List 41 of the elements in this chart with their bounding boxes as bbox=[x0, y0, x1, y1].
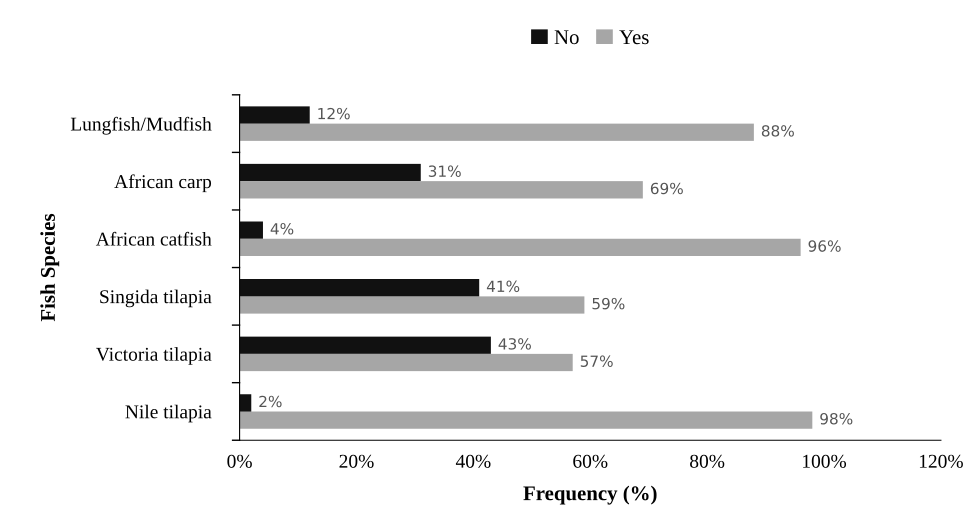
data-label: 98% bbox=[820, 412, 852, 425]
data-label: 41% bbox=[486, 280, 520, 292]
x-tick-label: 60% bbox=[573, 454, 608, 468]
x-tick-label: 40% bbox=[456, 454, 491, 468]
data-label: 2% bbox=[259, 396, 282, 408]
data-label: 88% bbox=[762, 125, 794, 137]
x-tick-label: 80% bbox=[690, 454, 724, 468]
y-tick-label: Singida tilapia bbox=[100, 290, 212, 308]
x-tick-label: 100% bbox=[803, 454, 846, 468]
bar bbox=[240, 164, 421, 182]
x-tick-label: 20% bbox=[340, 454, 374, 468]
y-axis-title: Fish Species bbox=[40, 214, 60, 322]
bar bbox=[240, 238, 801, 256]
legend-label: No bbox=[554, 30, 579, 44]
y-tick-label: Nile tilapia bbox=[125, 404, 212, 422]
legend-label: Yes bbox=[619, 30, 649, 44]
bar bbox=[240, 296, 584, 314]
data-label: 59% bbox=[592, 298, 624, 310]
bar bbox=[240, 124, 754, 141]
data-label: 43% bbox=[498, 338, 531, 350]
x-tick-label: 0% bbox=[227, 454, 252, 468]
data-label: 4% bbox=[270, 222, 294, 235]
x-axis-title: Frequency (%) bbox=[523, 486, 657, 505]
bar bbox=[240, 354, 573, 372]
bar bbox=[240, 181, 643, 198]
bar bbox=[240, 106, 310, 124]
data-label: 31% bbox=[428, 165, 461, 177]
y-tick-label: Lungfish/Mudfish bbox=[70, 116, 212, 135]
y-tick-label: Victoria tilapia bbox=[96, 347, 212, 365]
bar bbox=[240, 336, 491, 354]
y-tick-label: African carp bbox=[114, 174, 212, 192]
data-label: 57% bbox=[580, 355, 613, 367]
bar bbox=[240, 394, 252, 412]
bar bbox=[240, 279, 480, 296]
bar bbox=[240, 411, 812, 429]
data-label: 69% bbox=[650, 182, 683, 194]
data-label: 96% bbox=[808, 240, 841, 252]
y-tick-label: African catfish bbox=[96, 232, 212, 246]
x-tick-label: 120% bbox=[920, 454, 963, 468]
data-label: 12% bbox=[318, 108, 350, 120]
bar bbox=[240, 221, 263, 239]
